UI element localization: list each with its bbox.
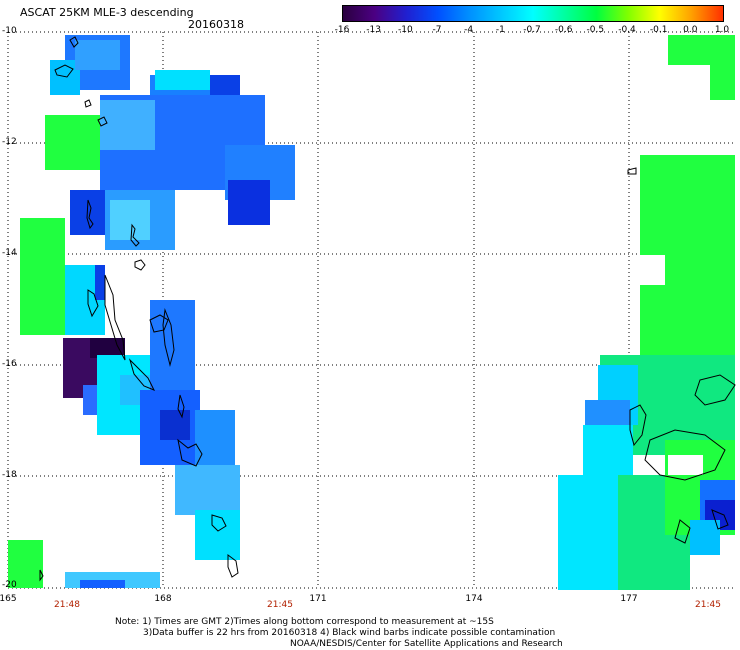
- colorbar-tick-label: -0.5: [586, 25, 605, 35]
- colorbar-tick-label: -4: [464, 25, 474, 35]
- colorbar-labels: -16 -13 -10 -7 -4 -1 -0.7 -0.6 -0.5 -0.4 -0.1 0.0 1.…: [330, 25, 740, 37]
- colorbar-tick-label: -13: [366, 25, 382, 35]
- lat-label: -12: [2, 137, 17, 147]
- time-label: 21:48: [54, 600, 80, 610]
- note-line-2: 3)Data buffer is 22 hrs from 20160318 4)…: [143, 628, 556, 638]
- lat-label: -20: [2, 580, 17, 590]
- colorbar: [342, 5, 724, 22]
- colorbar-tick-label: -0.1: [649, 25, 668, 35]
- colorbar-tick-label: -0.4: [618, 25, 636, 35]
- note-line-1: Note: 1) Times are GMT 2)Times along bot…: [115, 617, 494, 627]
- colorbar-tick-label: 0.0: [683, 25, 698, 35]
- lon-label: 174: [465, 594, 483, 604]
- lat-label: -10: [2, 26, 17, 36]
- lat-label: -18: [2, 470, 17, 480]
- colorbar-tick-label: -0.7: [523, 25, 541, 35]
- colorbar-tick-label: -7: [432, 25, 442, 35]
- right-swath: [558, 35, 735, 590]
- lat-label: -14: [2, 248, 17, 258]
- left-swath: [8, 35, 295, 588]
- lon-label: 165: [0, 594, 17, 604]
- colorbar-tick-label: -1: [495, 25, 505, 35]
- lon-label: 177: [620, 594, 638, 604]
- colorbar-tick-label: 1.0: [714, 25, 730, 35]
- lat-label: -16: [2, 359, 17, 369]
- lon-label: 168: [154, 594, 172, 604]
- colorbar-tick-label: -0.6: [554, 25, 573, 35]
- note-line-3: NOAA/NESDIS/Center for Satellite Applica…: [290, 639, 563, 649]
- colorbar-tick-label: -16: [334, 25, 350, 35]
- coastlines: [39, 36, 736, 582]
- time-label: 21:45: [695, 600, 721, 610]
- time-label: 21:45: [267, 600, 293, 610]
- lon-label: 171: [309, 594, 327, 604]
- map-date: 20160318: [188, 18, 244, 31]
- map-title: ASCAT 25KM MLE-3 descending: [20, 6, 194, 19]
- colorbar-tick-label: -10: [397, 25, 413, 35]
